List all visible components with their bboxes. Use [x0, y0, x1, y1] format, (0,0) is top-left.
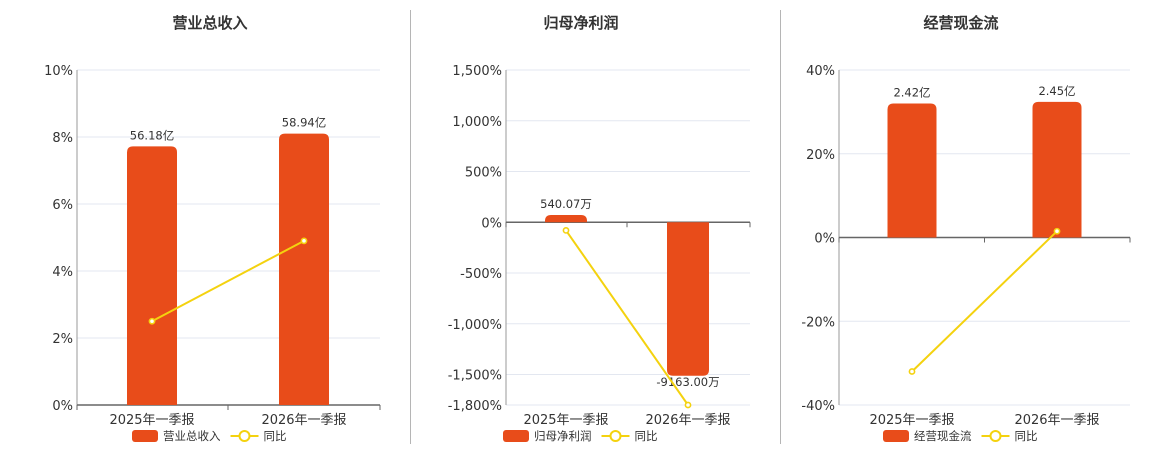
cash-flow-2025-value-label: 2.42亿 — [893, 85, 930, 99]
revenue-chart-panel: 营业总收入 0% 2% 4% 6% 8% 10% 56.18亿 58.94亿 2025年一季报 20… — [0, 0, 410, 450]
y-tick-label: 2% — [52, 332, 73, 347]
cash-flow-2025-bar — [887, 103, 937, 238]
y-tick-label: -40% — [801, 399, 835, 414]
y-tick-label: 8% — [52, 131, 73, 146]
legend-line-marker — [609, 430, 622, 442]
revenue-2025-bar — [127, 146, 177, 406]
revenue-2025-value-label: 56.18亿 — [130, 128, 174, 142]
net-profit-2025-bar — [545, 215, 587, 223]
legend-line-label[interactable]: 同比 — [635, 429, 658, 443]
revenue-2026-yoy-point — [300, 237, 308, 245]
legend-bar-swatch[interactable] — [132, 430, 158, 442]
y-tick-label: -20% — [801, 315, 835, 330]
x-category-label: 2026年一季报 — [261, 413, 346, 428]
y-tick-label: -1,000% — [448, 318, 502, 333]
y-tick-label: 20% — [806, 148, 835, 163]
cash-flow-2025-yoy-point — [908, 368, 916, 375]
y-tick-label: 500% — [465, 166, 502, 181]
revenue-2025-yoy-point — [148, 317, 156, 325]
net-profit-2026-value-label: -9163.00万 — [656, 375, 719, 389]
cash-flow-2026-bar — [1032, 101, 1082, 238]
revenue-2026-bar — [279, 133, 329, 405]
legend-line-marker — [238, 430, 251, 442]
x-category-label: 2026年一季报 — [1014, 413, 1099, 428]
y-tick-label: 6% — [52, 198, 73, 213]
legend-bar-swatch[interactable] — [883, 430, 909, 442]
legend-bar-label[interactable]: 营业总收入 — [163, 429, 221, 443]
legend-line-marker — [989, 430, 1002, 442]
revenue-2026-value-label: 58.94亿 — [282, 116, 326, 130]
y-tick-label: 0% — [814, 232, 835, 247]
revenue-chart: 营业总收入 0% 2% 4% 6% 8% 10% 56.18亿 58.94亿 2025年一季报 20… — [44, 14, 381, 443]
legend-line-label[interactable]: 同比 — [1015, 429, 1038, 443]
yoy-line — [911, 230, 1058, 373]
legend-bar-label[interactable]: 归母净利润 — [534, 429, 592, 443]
legend-bar-swatch[interactable] — [503, 430, 529, 442]
yoy-line — [151, 239, 305, 323]
legend-line-label[interactable]: 同比 — [264, 429, 287, 443]
y-tick-label: 0% — [481, 216, 502, 231]
x-category-label: 2025年一季报 — [869, 413, 954, 428]
y-tick-label: -1,800% — [448, 399, 502, 414]
y-tick-label: -1,500% — [448, 369, 502, 384]
net-profit-2026-bar — [667, 222, 709, 376]
yoy-line — [565, 229, 689, 406]
cash-flow-chart-panel: 经营现金流 -40% -20% 0% 20% 40% 2.42亿 2.45亿 2025年一季报 2… — [781, 0, 1160, 450]
y-tick-label: 4% — [52, 265, 73, 280]
y-tick-label: 10% — [44, 64, 73, 79]
x-category-label: 2025年一季报 — [109, 413, 194, 428]
net-profit-2025-value-label: 540.07万 — [540, 197, 592, 211]
y-tick-label: 1,500% — [452, 64, 502, 79]
net-profit-2026-yoy-point — [684, 401, 692, 409]
y-tick-label: 0% — [52, 399, 73, 414]
cash-flow-2026-yoy-point — [1053, 227, 1061, 235]
cash-flow-chart: 经营现金流 -40% -20% 0% 20% 40% 2.42亿 2.45亿 2025年一季报 2… — [801, 14, 1131, 443]
x-category-label: 2026年一季报 — [645, 413, 730, 428]
legend-bar-label[interactable]: 经营现金流 — [914, 429, 972, 443]
net-profit-2025-yoy-point — [562, 226, 570, 234]
net-profit-chart: 归母净利润 -1,800% -1,500% -1,000% -500% 0% 500% 1,0… — [448, 14, 751, 443]
y-tick-label: -500% — [460, 267, 502, 282]
panel-divider — [780, 10, 781, 444]
y-tick-label: 1,000% — [452, 115, 502, 130]
net-profit-chart-panel: 归母净利润 -1,800% -1,500% -1,000% -500% 0% 500% 1,0… — [411, 0, 780, 450]
panel-divider — [410, 10, 411, 444]
cash-flow-2026-value-label: 2.45亿 — [1038, 84, 1075, 98]
chart-title: 归母净利润 — [543, 14, 618, 32]
chart-title: 经营现金流 — [923, 14, 998, 32]
chart-title: 营业总收入 — [172, 14, 247, 32]
y-tick-label: 40% — [806, 64, 835, 79]
x-category-label: 2025年一季报 — [523, 413, 608, 428]
